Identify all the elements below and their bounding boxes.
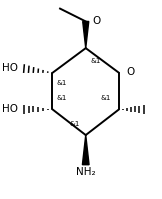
- Text: &1: &1: [56, 80, 67, 86]
- Text: O: O: [127, 67, 135, 77]
- Text: HO: HO: [2, 63, 18, 73]
- Text: &1: &1: [70, 121, 80, 127]
- Text: NH₂: NH₂: [76, 167, 96, 177]
- Text: &1: &1: [101, 96, 111, 101]
- Text: &1: &1: [56, 96, 67, 101]
- Text: &1: &1: [90, 58, 101, 64]
- Polygon shape: [82, 135, 89, 165]
- Text: O: O: [93, 17, 101, 26]
- Polygon shape: [83, 21, 89, 48]
- Text: HO: HO: [2, 104, 18, 114]
